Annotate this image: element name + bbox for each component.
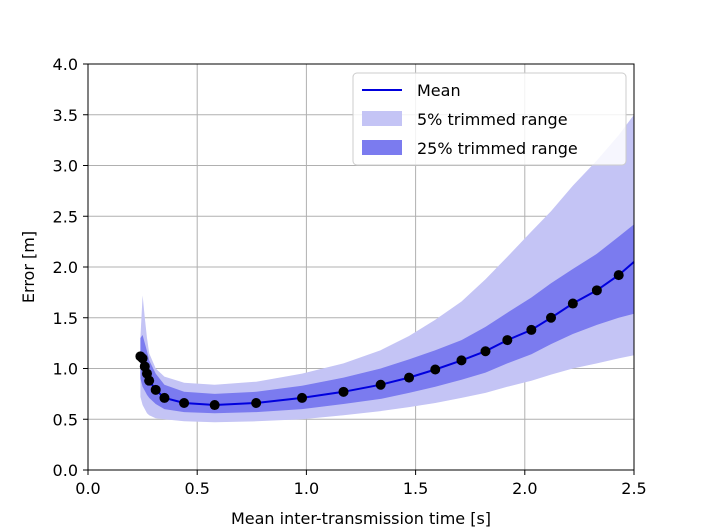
- data-point: [297, 392, 308, 403]
- legend: Mean 5% trimmed range 25% trimmed range: [352, 72, 627, 166]
- data-point: [480, 346, 491, 357]
- data-point: [150, 384, 161, 395]
- data-point: [375, 379, 386, 390]
- legend-5pct-label: 5% trimmed range: [417, 110, 568, 129]
- x-tick-label: 0.5: [184, 479, 209, 498]
- y-tick-label: 2.5: [53, 207, 78, 226]
- x-axis-label: Mean inter-transmission time [s]: [231, 509, 491, 528]
- data-point: [546, 312, 557, 323]
- bands: [140, 114, 634, 423]
- y-tick-label: 0.5: [53, 410, 78, 429]
- data-point: [404, 372, 415, 383]
- y-tick-label: 3.0: [53, 157, 78, 176]
- legend-25pct-swatch: [362, 140, 402, 155]
- data-point: [430, 364, 441, 375]
- y-tick-label: 4.0: [53, 55, 78, 74]
- data-point: [209, 400, 220, 411]
- data-point: [251, 398, 262, 409]
- x-tick-label: 1.0: [294, 479, 319, 498]
- y-tick-label: 1.0: [53, 360, 78, 379]
- x-tick-label: 0.0: [75, 479, 100, 498]
- markers: [135, 270, 624, 411]
- data-point: [137, 353, 148, 364]
- y-tick-label: 2.0: [53, 258, 78, 277]
- data-point: [591, 285, 602, 296]
- y-tick-label: 3.5: [53, 106, 78, 125]
- ticks: 0.0 0.5 1.0 1.5 2.0 2.5 0.0 0.5 1.0 1.5 2.0 2.5 3.0 3…: [53, 55, 647, 498]
- y-tick-label: 1.5: [53, 309, 78, 328]
- data-point: [456, 355, 467, 366]
- x-tick-label: 1.5: [403, 479, 428, 498]
- y-axis-label: Error [m]: [19, 231, 38, 303]
- y-tick-label: 0.0: [53, 461, 78, 480]
- x-tick-label: 2.0: [512, 479, 537, 498]
- x-tick-label: 2.5: [621, 479, 646, 498]
- legend-5pct-swatch: [362, 111, 402, 126]
- data-point: [159, 392, 170, 403]
- legend-25pct-label: 25% trimmed range: [417, 139, 578, 158]
- data-point: [613, 270, 624, 281]
- legend-box: [352, 72, 627, 166]
- data-point: [144, 375, 155, 386]
- band-25pct-trimmed: [140, 224, 634, 414]
- data-point: [526, 324, 537, 335]
- legend-mean-label: Mean: [417, 81, 461, 100]
- data-point: [338, 386, 349, 397]
- data-point: [567, 298, 578, 309]
- data-point: [179, 398, 190, 409]
- data-point: [502, 335, 513, 346]
